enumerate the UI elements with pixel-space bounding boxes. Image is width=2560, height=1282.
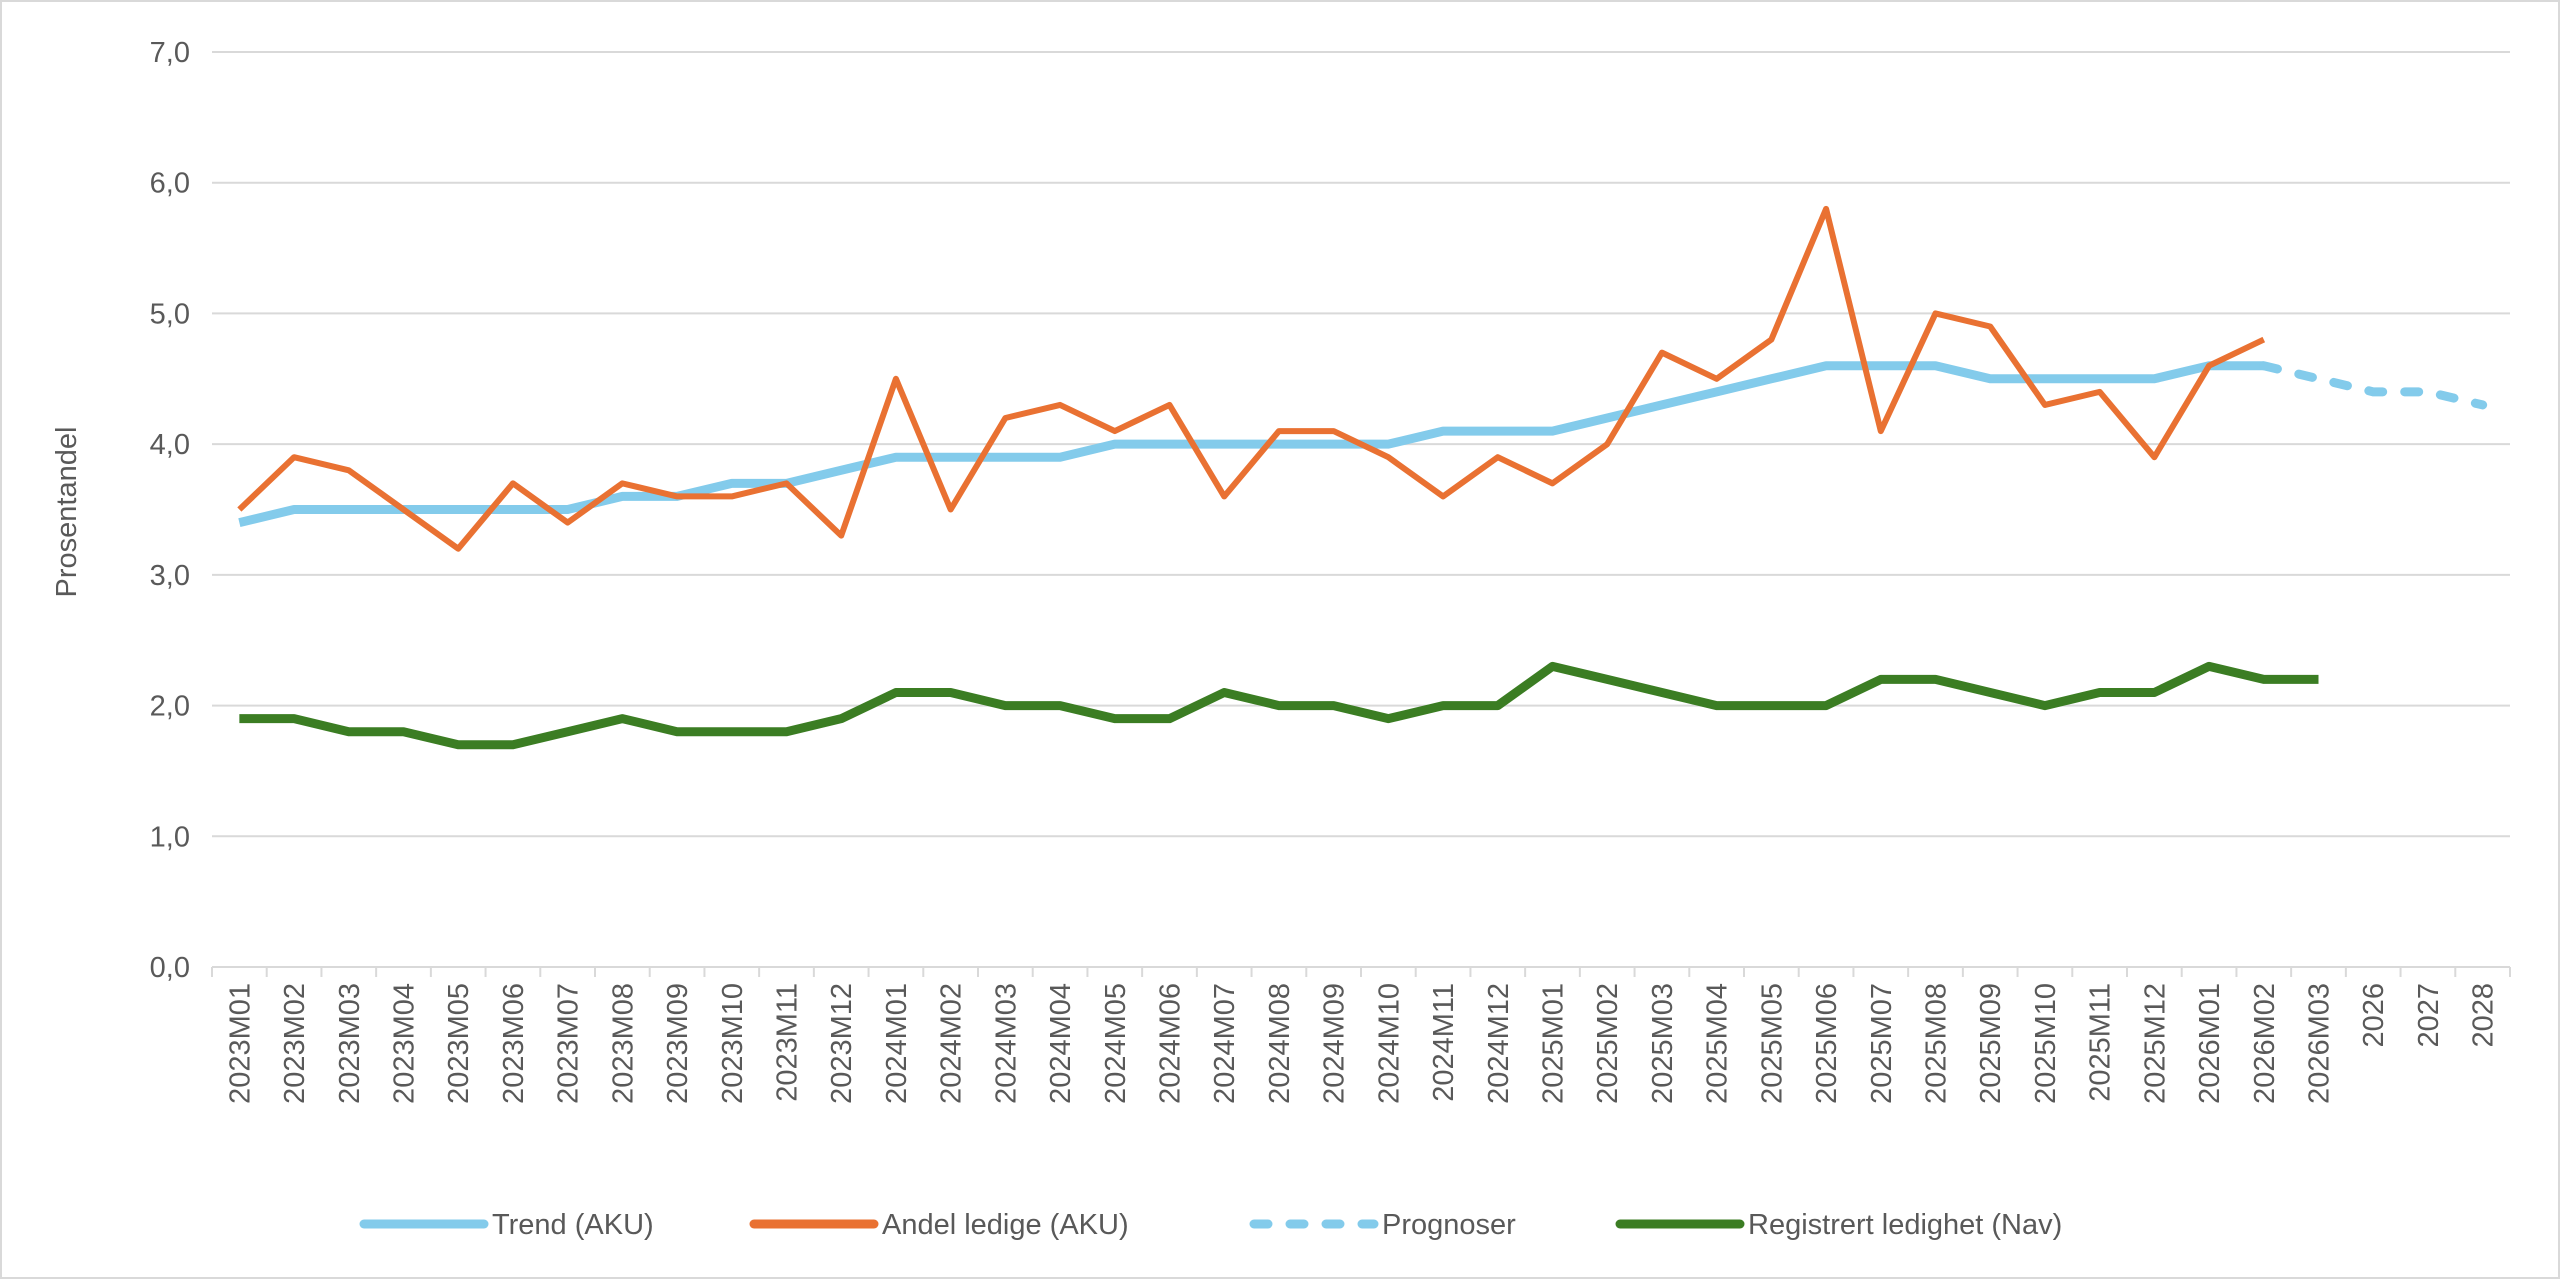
y-tick-label: 4,0 — [150, 429, 190, 461]
x-tick-label: 2024M09 — [1319, 983, 1351, 1104]
x-tick-label: 2023M03 — [334, 983, 366, 1104]
x-tick-label: 2025M05 — [1756, 983, 1788, 1104]
x-tick-label: 2024M04 — [1045, 983, 1077, 1104]
x-tick-label: 2025M11 — [2085, 983, 2117, 1102]
x-tick-label: 2023M07 — [553, 983, 585, 1104]
y-tick-label: 6,0 — [150, 168, 190, 200]
y-axis-ticks: 0,0 1,0 2,0 3,0 4,0 5,0 6,0 7,0 — [150, 37, 190, 984]
x-tick-label: 2023M06 — [498, 983, 530, 1104]
y-tick-label: 3,0 — [150, 560, 190, 592]
x-tick-label: 2025M02 — [1592, 983, 1624, 1104]
series-lines — [237, 205, 2488, 750]
x-tick-label: 2023M09 — [662, 983, 694, 1104]
y-tick-label: 0,0 — [150, 952, 190, 984]
x-tick-label: 2025M07 — [1866, 983, 1898, 1104]
y-tick-label: 5,0 — [150, 298, 190, 330]
x-tick-label: 2023M10 — [717, 983, 749, 1104]
series-line-trend-aku — [238, 361, 2264, 527]
x-tick-label: 2024M03 — [990, 983, 1022, 1104]
legend: Trend (AKU) Andel ledige (AKU) Prognoser Re… — [359, 1209, 2062, 1241]
legend-item: Trend (AKU) — [359, 1209, 654, 1241]
x-tick-label: 2025M03 — [1647, 983, 1679, 1104]
gridlines — [212, 51, 2510, 838]
x-tick-label: 2025M08 — [1921, 983, 1953, 1104]
y-tick-label: 1,0 — [150, 821, 190, 853]
x-tick-label: 2024M12 — [1483, 983, 1515, 1104]
x-tick-label: 2023M02 — [279, 983, 311, 1104]
x-tick-label: 2024M10 — [1373, 983, 1405, 1104]
x-tick-label: 2023M08 — [607, 983, 639, 1104]
legend-label: Prognoser — [1382, 1209, 1516, 1241]
legend-label: Registrert ledighet (Nav) — [1748, 1209, 2062, 1241]
x-tick-label: 2024M07 — [1209, 983, 1241, 1104]
x-axis-ticks: 2023M01 2023M02 2023M03 2023M04 2023M05 2023M… — [211, 967, 2511, 1104]
x-tick-label: 2024M05 — [1100, 983, 1132, 1104]
x-tick-label: 2024M11 — [1428, 983, 1460, 1102]
x-tick-label: 2023M05 — [443, 983, 475, 1104]
legend-item: Prognoser — [1249, 1209, 1516, 1241]
x-tick-label: 2025M10 — [2030, 983, 2062, 1104]
x-tick-label: 2026M03 — [2304, 983, 2336, 1104]
legend-item: Andel ledige (AKU) — [749, 1209, 1129, 1241]
legend-item: Registrert ledighet (Nav) — [1615, 1209, 2062, 1241]
x-tick-label: 2023M04 — [389, 983, 421, 1104]
x-tick-label: 2026M01 — [2194, 983, 2226, 1104]
x-tick-label: 2025M09 — [1975, 983, 2007, 1104]
legend-label: Andel ledige (AKU) — [882, 1209, 1129, 1241]
x-tick-label: 2023M01 — [224, 983, 256, 1104]
x-tick-label: 2025M01 — [1538, 983, 1570, 1104]
series-line-registrert-ledighet-nav — [239, 661, 2319, 750]
series-line-prognoser — [2259, 361, 2488, 410]
x-tick-label: 2025M04 — [1702, 983, 1734, 1104]
y-tick-label: 7,0 — [150, 37, 190, 69]
x-tick-label: 2024M02 — [936, 983, 968, 1104]
x-tick-label: 2028 — [2468, 983, 2500, 1048]
x-tick-label: 2023M12 — [826, 983, 858, 1104]
x-tick-label: 2024M01 — [881, 983, 913, 1104]
x-tick-label: 2023M11 — [772, 983, 804, 1102]
x-tick-label: 2026M02 — [2249, 983, 2281, 1104]
x-tick-label: 2025M06 — [1811, 983, 1843, 1104]
y-axis-title: Prosentandel — [51, 427, 83, 598]
x-tick-label: 2024M08 — [1264, 983, 1296, 1104]
legend-label: Trend (AKU) — [492, 1209, 654, 1241]
x-tick-label: 2026 — [2358, 983, 2390, 1048]
x-tick-label: 2027 — [2413, 983, 2445, 1048]
x-tick-label: 2025M12 — [2139, 983, 2171, 1104]
x-tick-label: 2024M06 — [1155, 983, 1187, 1104]
series-line-andel-ledige-aku — [237, 205, 2266, 552]
y-tick-label: 2,0 — [150, 691, 190, 723]
